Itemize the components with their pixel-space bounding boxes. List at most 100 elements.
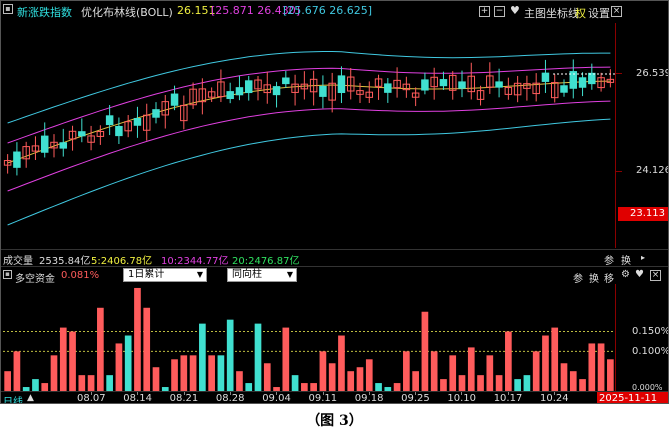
fund-bar <box>495 375 503 391</box>
date-label: 09.11 <box>308 393 338 404</box>
candle-body <box>31 145 40 152</box>
fund-bar <box>384 387 392 391</box>
volume-ma10: 10:2344.77亿 <box>161 256 229 267</box>
date-tick <box>322 392 324 395</box>
stock-chart-window: ▪ 新涨跌指数 优化布林线(BOLL) 26.151 [25.871 26.43… <box>0 0 669 404</box>
boll-lower-line <box>7 100 611 192</box>
candle-body <box>115 125 123 137</box>
fund-bar <box>291 375 299 391</box>
volume-bar: 成交量 2535.84亿 5:2406.78亿 10:2344.77亿 20:2… <box>1 249 668 267</box>
fund-bar-chart[interactable] <box>3 284 615 391</box>
index-name[interactable]: 新涨跌指数 <box>17 6 72 19</box>
zoom-out-icon[interactable]: − <box>494 6 505 17</box>
heart-icon[interactable]: ♥ <box>510 4 520 17</box>
fund-title[interactable]: 多空资金 <box>15 274 55 285</box>
date-label: 08.07 <box>77 393 106 404</box>
volume-param-button[interactable]: 参 <box>604 256 614 267</box>
fund-bar <box>319 351 327 391</box>
price-label-top: 26.539 <box>636 68 669 79</box>
candle-body <box>291 83 299 93</box>
axis-tick <box>616 171 622 172</box>
fund-bar: ▪ 多空资金 0.081% 1日累计 ▼ 同向柱 ▼ 参 换 移 ⚙ ♥ × <box>1 266 668 285</box>
date-tick <box>415 392 417 395</box>
bar-mode-select[interactable]: 同向柱 ▼ <box>227 268 297 282</box>
boll-outer-band: [25.676 26.625] <box>283 4 373 17</box>
triangle-up-icon[interactable]: ▲ <box>27 393 34 403</box>
fund-bar <box>115 343 123 391</box>
fund-bar <box>78 375 86 391</box>
candle-body <box>476 90 485 100</box>
expand-icon[interactable]: ▪ <box>3 4 13 14</box>
fund-bar <box>569 371 577 391</box>
fund-bar <box>467 347 475 391</box>
candlestick-chart[interactable] <box>3 23 615 248</box>
price-label-mid: 24.126 <box>636 165 669 176</box>
date-label: 09.25 <box>401 393 430 404</box>
fund-bar <box>69 331 76 391</box>
fund-param-button[interactable]: 参 <box>573 274 583 285</box>
close-icon[interactable]: × <box>611 6 622 17</box>
candle-body <box>161 101 170 116</box>
candle-body <box>96 131 105 137</box>
fund-move-button[interactable]: 移 <box>604 274 614 285</box>
candle-body <box>3 160 12 166</box>
fund-bar <box>449 355 457 391</box>
coordinate-button[interactable]: 坐标线 <box>546 7 579 20</box>
expand-icon[interactable]: ▪ <box>3 270 12 279</box>
fund-bar <box>338 335 345 391</box>
date-label: 08.14 <box>123 393 152 404</box>
fund-bar <box>208 355 215 391</box>
fund-axis-middle: 0.100% <box>632 346 669 357</box>
fund-bar <box>607 359 614 391</box>
candle-body <box>68 130 77 140</box>
fund-switch-button[interactable]: 换 <box>589 274 599 285</box>
fund-bar <box>301 383 308 391</box>
volume-title[interactable]: 成交量 <box>3 256 33 267</box>
candle-body <box>217 81 225 98</box>
bar-mode-select-value: 同向柱 <box>232 269 262 280</box>
fund-bar <box>263 363 271 391</box>
main-chart-button[interactable]: 主图 <box>524 7 546 20</box>
settings-button[interactable]: 设置 <box>588 7 610 20</box>
fund-bar <box>41 383 49 391</box>
settings-icon[interactable]: ⚙ <box>621 269 630 280</box>
fund-bar <box>152 367 160 391</box>
date-label: 08.21 <box>169 393 199 404</box>
fund-axis: 0.150% 0.100% 0.000% <box>615 284 669 392</box>
candle-body <box>541 72 550 82</box>
volume-ma5: 5:2406.78亿 <box>91 256 153 267</box>
fund-bar <box>254 323 262 391</box>
date-tick <box>368 392 370 395</box>
period-select[interactable]: 1日累计 ▼ <box>123 268 207 282</box>
fund-bar <box>532 351 540 391</box>
volume-switch-button[interactable]: 换 <box>621 256 631 267</box>
candle-body <box>124 121 132 132</box>
candle-body <box>346 76 355 92</box>
candle-body <box>189 88 197 106</box>
candle-body <box>207 91 216 98</box>
period-label[interactable]: 日线 <box>3 397 23 404</box>
boll-mid-value: 26.151 <box>177 4 216 17</box>
fund-bar <box>393 383 401 391</box>
candle-body <box>448 74 457 91</box>
fund-bar <box>430 351 438 391</box>
candle-body <box>22 146 30 160</box>
arrow-icon[interactable]: ▸ <box>641 253 646 262</box>
date-label: 10.24 <box>540 393 569 404</box>
fund-bar <box>124 335 132 391</box>
date-axis: 日线 ▲ 08.07 08.14 08.21 08.28 09.04 09.11 09.18… <box>1 391 668 404</box>
period-select-value: 1日累计 <box>128 269 165 280</box>
candle-body <box>402 83 411 91</box>
zoom-in-icon[interactable]: + <box>479 6 490 17</box>
fund-bar <box>236 371 243 391</box>
indicator-name[interactable]: 优化布林线(BOLL) <box>81 6 173 19</box>
rights-button[interactable]: 权 <box>575 7 586 20</box>
candle-body <box>244 80 253 94</box>
date-tick <box>183 392 185 395</box>
close-icon[interactable]: × <box>650 270 661 281</box>
candle-body <box>40 135 49 153</box>
heart-icon[interactable]: ♥ <box>635 269 644 280</box>
candle-body <box>272 86 281 96</box>
indicator-header: ▪ 新涨跌指数 优化布林线(BOLL) 26.151 [25.871 26.43… <box>1 1 668 23</box>
fund-bar <box>486 355 494 391</box>
